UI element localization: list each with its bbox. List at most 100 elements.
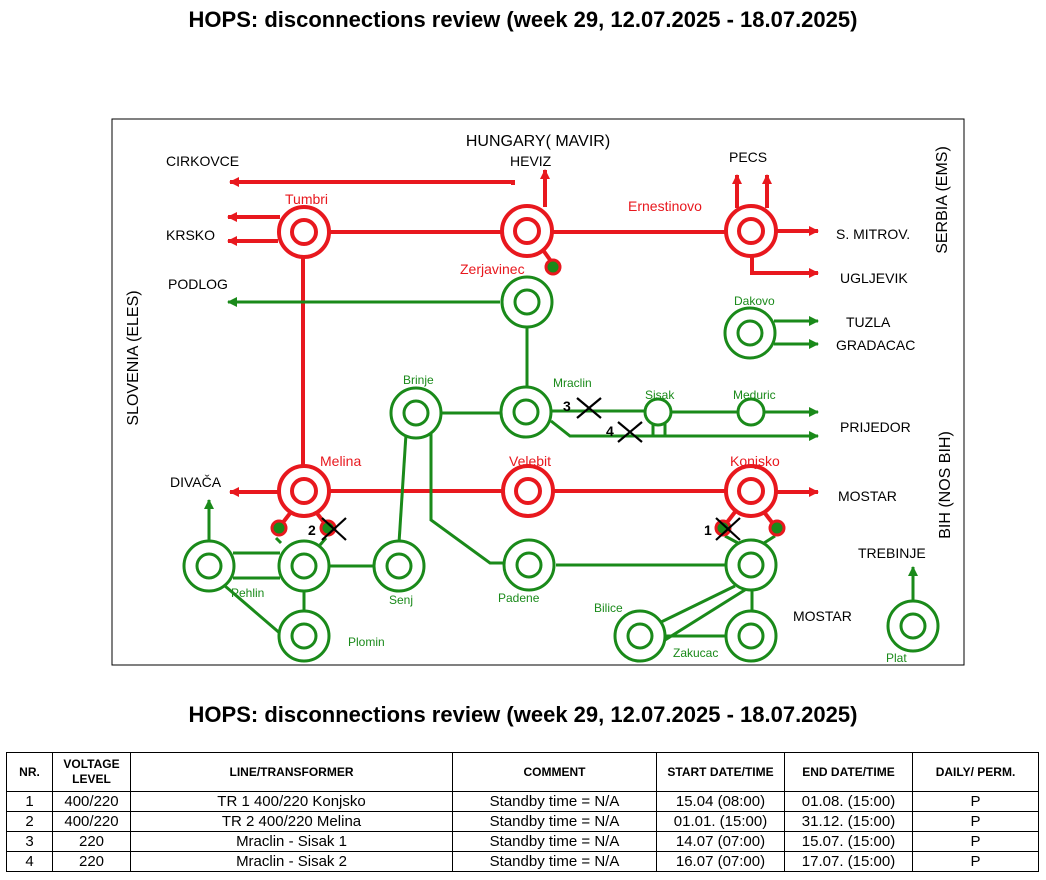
station-mraclin: [499, 385, 553, 439]
label-senj: Senj: [389, 593, 413, 607]
stub-melina-pehlin-2: [318, 537, 328, 546]
cross-2: [321, 517, 347, 541]
dest-s-mitrov: S. MITROV.: [836, 226, 910, 242]
label-pehlin: Pehlin: [231, 586, 264, 600]
station-plat: [886, 599, 940, 653]
station-sisak: [643, 397, 673, 427]
dest-divaca: DIVAČA: [170, 474, 222, 490]
cell-line: Mraclin - Sisak 2: [130, 851, 453, 872]
label-ernestinovo: Ernestinovo: [628, 198, 702, 214]
table-row: 2 400/220 TR 2 400/220 Melina Standby ti…: [6, 811, 1039, 832]
line-pehlinw-plomin: [224, 584, 283, 637]
station-velebit: [501, 464, 555, 518]
stations-green: [182, 275, 940, 663]
table-row: 4 220 Mraclin - Sisak 2 Standby time = N…: [6, 851, 1039, 872]
dest-ugljevik: UGLJEVIK: [840, 270, 908, 286]
label-meduric: Meduric: [733, 388, 776, 402]
marker-4: 4: [606, 423, 614, 439]
label-tumbri: Tumbri: [285, 191, 328, 207]
cell-end: 01.08. (15:00): [784, 791, 913, 812]
disconnections-table: NR. VOLTAGE LEVEL LINE/TRANSFORMER COMME…: [6, 752, 1039, 872]
station-bilice: [613, 609, 667, 663]
cell-start: 16.07 (07:00): [656, 851, 785, 872]
station-melina: [277, 464, 331, 518]
label-bih: BIH (NOS BIH): [937, 431, 954, 539]
header-voltage-level: VOLTAGE LEVEL: [52, 752, 131, 792]
dest-krsko: KRSKO: [166, 227, 215, 243]
label-konjsko: Konjsko: [730, 453, 780, 469]
cell-nr: 4: [6, 851, 53, 872]
cell-comment: Standby time = N/A: [452, 831, 657, 852]
cell-line: Mraclin - Sisak 1: [130, 831, 453, 852]
diagram-frame: [111, 118, 965, 666]
disconnection-crosses: [321, 397, 741, 541]
dest-trebinje: TREBINJE: [858, 545, 926, 561]
cross-4: [617, 421, 643, 443]
stub-melina-pehlin-1: [274, 536, 283, 545]
cell-nr: 3: [6, 831, 53, 852]
marker-3: 3: [563, 398, 571, 414]
cell-voltage: 220: [52, 851, 131, 872]
label-melina: Melina: [320, 453, 361, 469]
station-pehlin-west: [182, 539, 236, 593]
station-konjsko-220: [724, 538, 778, 592]
header-end-date: END DATE/TIME: [784, 752, 913, 792]
station-plomin: [277, 609, 331, 663]
stub-konjsko-green-2: [763, 534, 776, 545]
line-konjsko-bilice-2: [664, 586, 749, 642]
dest-podlog: PODLOG: [168, 276, 228, 292]
dest-mostar-2: MOSTAR: [793, 608, 852, 624]
label-zakucac: Zakucac: [673, 646, 718, 660]
label-zerjavinec: Zerjavinec: [460, 261, 525, 277]
table-title: HOPS: disconnections review (week 29, 12…: [188, 702, 858, 727]
green-lines: [204, 297, 918, 642]
table-header-row: NR. VOLTAGE LEVEL LINE/TRANSFORMER COMME…: [6, 752, 1039, 792]
cross-1: [715, 517, 741, 541]
cell-type: P: [912, 831, 1039, 852]
table-row: 1 400/220 TR 1 400/220 Konjsko Standby t…: [6, 791, 1039, 812]
transformer-zerjavinec: [544, 258, 562, 276]
station-meduric: [736, 397, 766, 427]
label-velebit: Velebit: [509, 453, 551, 469]
station-pehlin: [277, 539, 331, 593]
stub-konjsko-green-1: [724, 534, 739, 545]
dest-mostar-1: MOSTAR: [838, 488, 897, 504]
cell-voltage: 400/220: [52, 811, 131, 832]
station-zerjavinec: [500, 275, 554, 329]
station-konjsko: [724, 464, 778, 518]
cell-voltage: 220: [52, 831, 131, 852]
marker-1: 1: [704, 522, 712, 538]
header-nr: NR.: [6, 752, 53, 792]
label-slovenia: SLOVENIA (ELES): [125, 290, 142, 425]
cell-comment: Standby time = N/A: [452, 811, 657, 832]
header-line-transformer: LINE/TRANSFORMER: [130, 752, 453, 792]
transformer-melina-1: [270, 519, 288, 537]
station-padene: [502, 538, 556, 592]
station-dakovo: [723, 306, 777, 360]
cell-end: 15.07. (15:00): [784, 831, 913, 852]
header-daily-perm: DAILY/ PERM.: [912, 752, 1039, 792]
cell-line: TR 1 400/220 Konjsko: [130, 791, 453, 812]
label-brinje: Brinje: [403, 373, 434, 387]
cell-type: P: [912, 791, 1039, 812]
line-to-ugljevik: [750, 256, 819, 278]
line-brinje-padene: [429, 434, 503, 565]
dest-heviz: HEVIZ: [510, 153, 552, 169]
line-to-cirkovce: [229, 177, 515, 187]
marker-2: 2: [308, 522, 316, 538]
cell-nr: 2: [6, 811, 53, 832]
label-plat: Plat: [886, 651, 907, 665]
cell-voltage: 400/220: [52, 791, 131, 812]
station-tumbri: [277, 205, 331, 259]
stations-red: [277, 204, 778, 518]
label-hungary: HUNGARY( MAVIR): [466, 133, 610, 150]
label-bilice: Bilice: [594, 601, 623, 615]
cell-start: 15.04 (08:00): [656, 791, 785, 812]
cell-end: 17.07. (15:00): [784, 851, 913, 872]
header-start-date: START DATE/TIME: [656, 752, 785, 792]
dest-tuzla: TUZLA: [846, 314, 891, 330]
station-zakucac: [724, 609, 778, 663]
red-lines: [227, 169, 819, 527]
cell-line: TR 2 400/220 Melina: [130, 811, 453, 832]
station-brinje: [389, 386, 443, 440]
